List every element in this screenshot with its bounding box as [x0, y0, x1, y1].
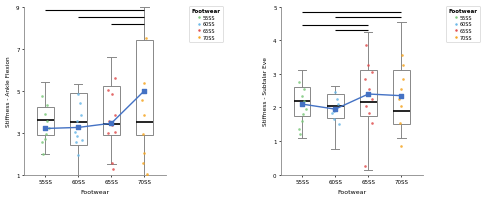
- PathPatch shape: [37, 108, 54, 135]
- Point: [302, 108, 310, 111]
- PathPatch shape: [393, 71, 409, 125]
- Point: [108, 93, 116, 96]
- Point: [143, 172, 151, 175]
- PathPatch shape: [360, 71, 376, 116]
- PathPatch shape: [103, 87, 120, 135]
- Point: [397, 145, 405, 148]
- Point: [140, 114, 148, 117]
- Point: [74, 153, 82, 157]
- Point: [44, 104, 52, 107]
- Point: [397, 88, 405, 91]
- Point: [72, 135, 80, 138]
- Point: [328, 111, 336, 115]
- Point: [38, 141, 46, 144]
- Point: [395, 98, 403, 101]
- Point: [76, 114, 84, 117]
- Point: [42, 138, 50, 141]
- Point: [398, 54, 406, 58]
- Point: [298, 95, 306, 98]
- Point: [38, 95, 46, 98]
- Point: [364, 64, 372, 68]
- PathPatch shape: [136, 41, 152, 135]
- Point: [368, 98, 376, 101]
- Point: [364, 111, 372, 115]
- Point: [362, 165, 370, 168]
- PathPatch shape: [327, 95, 344, 118]
- Point: [104, 89, 112, 92]
- Point: [138, 99, 146, 102]
- Point: [140, 82, 148, 85]
- Point: [396, 121, 404, 125]
- Point: [368, 121, 376, 125]
- Point: [142, 37, 150, 40]
- Point: [45, 127, 53, 130]
- Point: [140, 132, 147, 136]
- Point: [72, 141, 80, 144]
- Point: [362, 44, 370, 48]
- Point: [110, 130, 118, 134]
- Point: [330, 110, 338, 113]
- Point: [332, 98, 340, 101]
- Point: [108, 122, 116, 125]
- Point: [334, 103, 342, 106]
- Point: [40, 152, 48, 156]
- Point: [364, 93, 372, 96]
- Point: [330, 118, 338, 121]
- Point: [140, 151, 148, 154]
- Point: [398, 105, 406, 108]
- Point: [300, 88, 308, 91]
- Point: [74, 120, 82, 123]
- Y-axis label: Stiffness - Subtalar Eve: Stiffness - Subtalar Eve: [262, 57, 268, 126]
- Point: [298, 103, 306, 106]
- Legend: 55SS, 60SS, 65SS, 70SS: 55SS, 60SS, 65SS, 70SS: [190, 7, 223, 43]
- Point: [332, 108, 340, 111]
- Point: [295, 81, 303, 84]
- Point: [106, 120, 114, 123]
- Point: [74, 126, 82, 129]
- Point: [111, 114, 119, 117]
- Point: [71, 130, 79, 134]
- Point: [332, 91, 340, 94]
- Point: [140, 162, 147, 165]
- Point: [360, 78, 368, 81]
- PathPatch shape: [294, 88, 310, 116]
- Point: [398, 78, 406, 81]
- Point: [108, 124, 116, 127]
- Point: [74, 93, 82, 96]
- Point: [111, 77, 119, 80]
- PathPatch shape: [70, 93, 86, 146]
- Point: [334, 123, 342, 126]
- Point: [296, 133, 304, 136]
- Point: [365, 88, 373, 91]
- Y-axis label: Stiffness - Ankle Flexion: Stiffness - Ankle Flexion: [6, 56, 10, 126]
- Point: [298, 113, 306, 116]
- Point: [41, 113, 49, 116]
- Point: [42, 127, 50, 130]
- Point: [104, 131, 112, 135]
- Point: [362, 105, 370, 108]
- Point: [76, 102, 84, 105]
- Point: [142, 174, 150, 177]
- Point: [368, 71, 376, 74]
- X-axis label: Footwear: Footwear: [337, 189, 366, 194]
- Point: [140, 90, 148, 93]
- X-axis label: Footwear: Footwear: [80, 189, 110, 194]
- Legend: 55SS, 60SS, 65SS, 70SS: 55SS, 60SS, 65SS, 70SS: [446, 7, 480, 43]
- Point: [400, 64, 407, 68]
- Point: [110, 168, 118, 171]
- Point: [78, 139, 86, 142]
- Point: [42, 132, 50, 136]
- Point: [108, 162, 116, 165]
- Point: [298, 120, 306, 123]
- Point: [398, 95, 406, 98]
- Point: [300, 100, 308, 103]
- Point: [43, 120, 51, 123]
- Point: [295, 128, 303, 131]
